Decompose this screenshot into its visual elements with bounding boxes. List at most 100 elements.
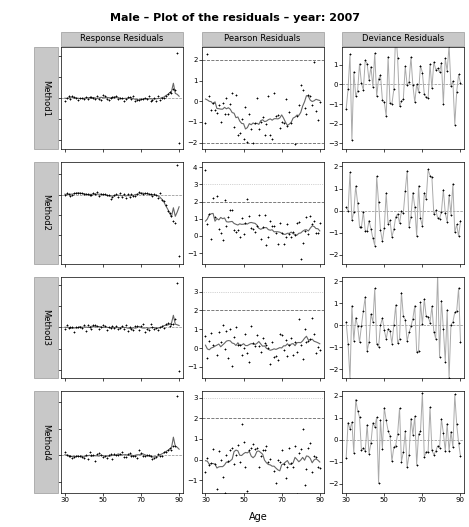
Point <box>310 217 318 226</box>
Point <box>248 224 255 232</box>
Point <box>251 228 259 236</box>
Point <box>111 191 118 199</box>
Point <box>136 326 143 334</box>
Point <box>160 197 167 206</box>
Point <box>156 189 164 198</box>
Point <box>405 223 413 231</box>
Point <box>113 92 120 100</box>
Point <box>378 237 386 246</box>
Point <box>84 320 91 329</box>
Point <box>118 193 126 201</box>
Point <box>447 82 455 91</box>
Point <box>428 302 436 310</box>
Point <box>147 320 154 328</box>
Point <box>111 93 118 101</box>
Point <box>451 308 459 317</box>
Point <box>342 318 350 326</box>
Point <box>432 65 439 74</box>
Point <box>156 96 164 104</box>
Point <box>170 84 177 93</box>
Point <box>314 116 322 124</box>
Point <box>439 100 447 108</box>
Point <box>278 446 286 454</box>
Point <box>91 321 99 330</box>
Point <box>453 307 461 315</box>
Point <box>68 453 76 462</box>
Point <box>365 337 373 346</box>
Point <box>401 315 409 324</box>
Point <box>124 93 131 101</box>
Point <box>301 227 308 235</box>
Point <box>116 450 124 458</box>
Point <box>154 193 162 202</box>
Point <box>63 451 70 460</box>
Point <box>240 134 247 143</box>
Point <box>61 97 68 105</box>
Point <box>172 219 179 228</box>
Point <box>143 95 151 103</box>
Point <box>297 341 304 349</box>
Point <box>411 98 418 106</box>
Point <box>67 192 74 200</box>
Point <box>111 324 118 333</box>
Point <box>449 318 457 326</box>
Point <box>248 321 255 330</box>
Point <box>244 194 251 203</box>
Point <box>242 463 249 471</box>
Point <box>304 336 312 345</box>
Point <box>443 218 451 226</box>
Point <box>342 105 350 113</box>
Point <box>438 207 445 216</box>
Point <box>120 96 128 105</box>
Point <box>411 412 418 421</box>
Point <box>162 92 169 101</box>
Point <box>145 190 152 199</box>
Point <box>378 444 386 453</box>
Point <box>304 443 312 452</box>
Point <box>293 348 301 356</box>
Point <box>205 92 213 100</box>
Point <box>390 225 398 233</box>
Point <box>164 445 172 454</box>
Point <box>396 102 403 111</box>
Point <box>129 452 137 460</box>
Point <box>175 366 183 375</box>
Point <box>152 96 160 105</box>
Point <box>217 118 225 126</box>
Point <box>310 58 318 66</box>
Point <box>70 93 78 102</box>
Point <box>131 97 139 105</box>
Point <box>204 354 211 363</box>
Point <box>126 323 133 331</box>
Point <box>380 404 388 412</box>
Point <box>392 441 400 450</box>
Point <box>426 171 434 180</box>
Point <box>174 279 181 288</box>
Point <box>126 193 133 201</box>
Text: Method1: Method1 <box>41 80 51 116</box>
Point <box>407 414 415 423</box>
Point <box>147 97 154 105</box>
Point <box>90 451 97 460</box>
Point <box>388 233 396 241</box>
Point <box>84 190 91 199</box>
Point <box>217 456 225 464</box>
Point <box>443 67 451 75</box>
Point <box>449 180 457 188</box>
Point <box>354 87 361 95</box>
Point <box>266 217 274 225</box>
Point <box>80 190 88 198</box>
Point <box>439 325 447 333</box>
Point <box>287 119 295 127</box>
Point <box>419 389 426 397</box>
Text: Method3: Method3 <box>41 309 51 346</box>
Point <box>293 112 301 121</box>
Point <box>151 93 158 102</box>
Point <box>375 343 382 352</box>
Point <box>118 447 126 456</box>
Point <box>114 451 122 460</box>
Point <box>453 220 461 229</box>
Point <box>394 54 401 62</box>
Point <box>386 327 394 335</box>
Point <box>299 85 306 94</box>
